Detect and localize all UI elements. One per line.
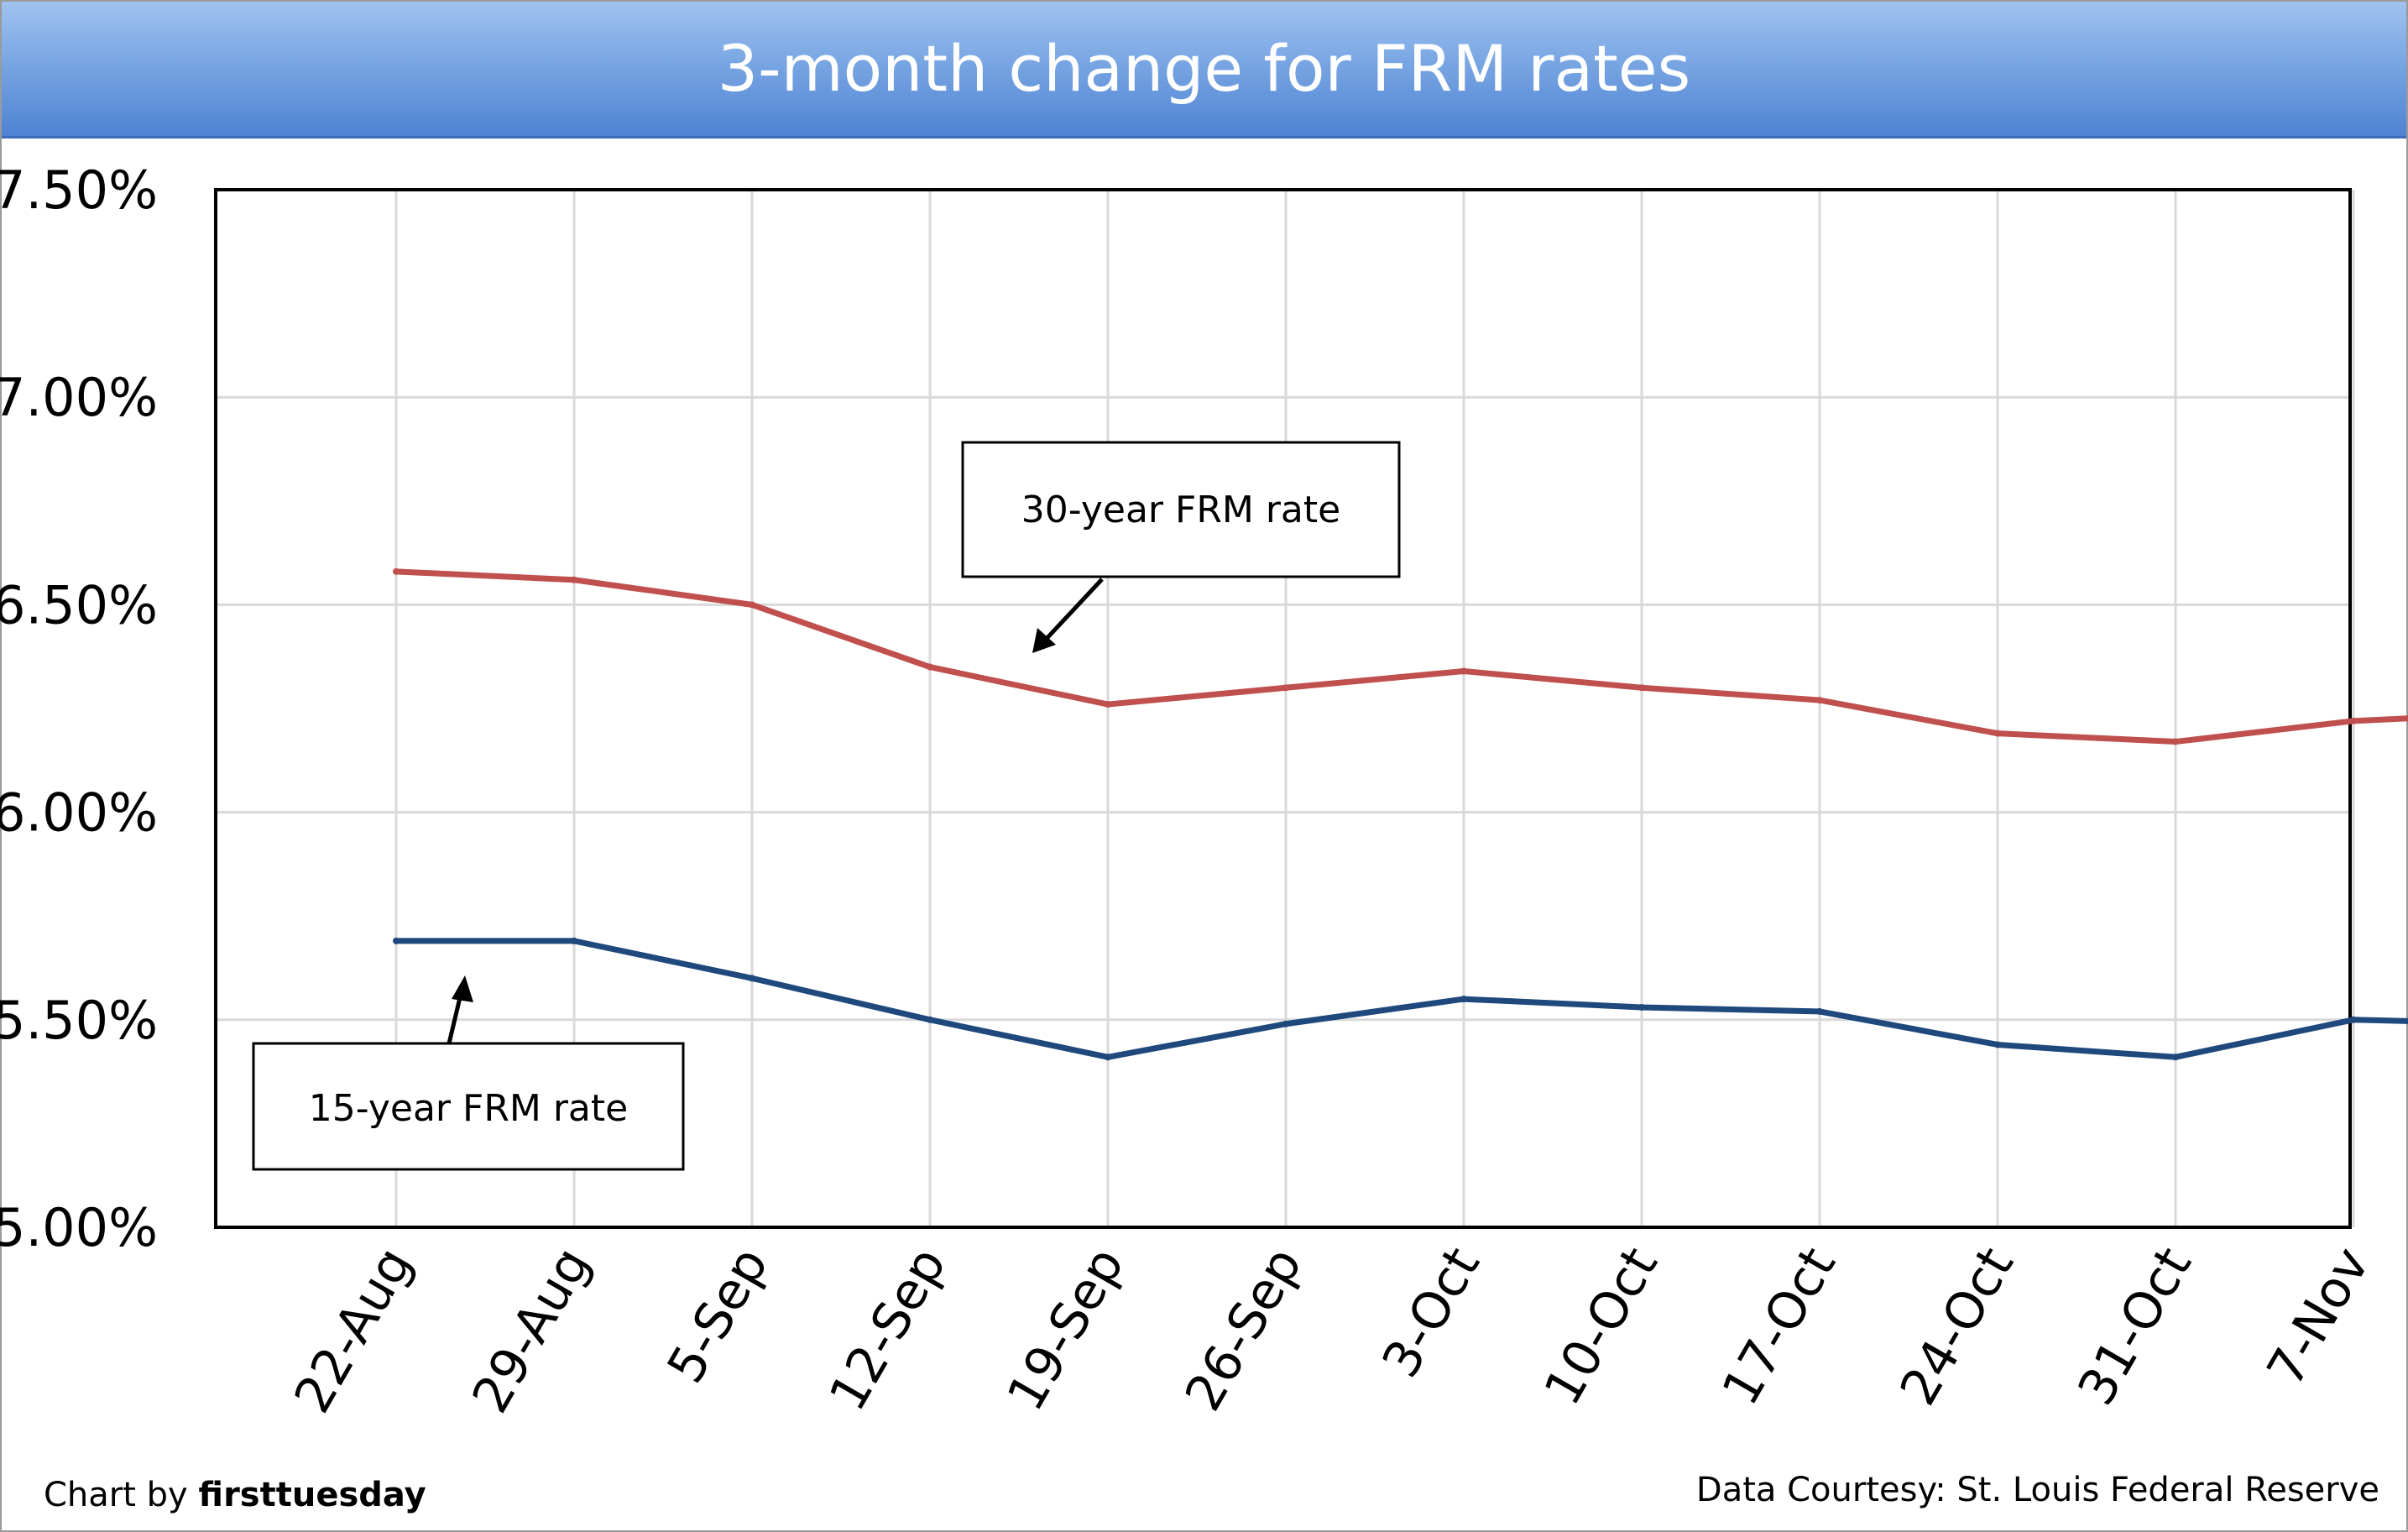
data-point — [2350, 1016, 2357, 1023]
title-bar: 3-month change for FRM rates — [2, 2, 2406, 139]
x-tick-label: 5-Sep — [656, 1238, 780, 1393]
x-tick-label: 22-Aug — [283, 1238, 424, 1423]
data-point — [1816, 697, 1823, 704]
data-point — [1460, 667, 1467, 675]
data-point — [393, 937, 400, 944]
x-tick-label: 10-Oct — [1533, 1238, 1669, 1415]
data-point — [749, 601, 755, 609]
data-point — [1638, 1003, 1645, 1011]
data-point — [2172, 738, 2179, 745]
data-point — [1816, 1007, 1823, 1015]
y-tick-label: 7.50% — [0, 159, 158, 221]
data-point — [2350, 717, 2357, 724]
callout-box-30-year — [961, 441, 1401, 578]
series-line-30-year — [395, 568, 2408, 745]
chart-credit: Chart by firsttuesday — [44, 1476, 426, 1514]
y-axis: 5.00% 5.50% 6.00% 6.50% 7.00% 7.50% — [0, 159, 158, 1258]
x-tick-label: 31-Oct — [2067, 1238, 2203, 1415]
x-tick-label: 29-Aug — [461, 1238, 602, 1423]
data-point — [1460, 996, 1467, 1003]
x-tick-label: 7-Nov — [2256, 1238, 2381, 1396]
y-tick-label: 6.00% — [0, 782, 158, 844]
callout-box-15-year — [252, 1042, 685, 1171]
data-point — [393, 567, 400, 575]
data-point — [571, 576, 577, 583]
arrowhead-30-year — [1032, 628, 1056, 653]
arrowhead-15-year — [452, 975, 473, 1002]
credit-prefix: Chart by — [44, 1476, 199, 1514]
x-tick-label: 26-Sep — [1174, 1238, 1314, 1421]
series-lines — [393, 567, 2408, 1061]
callout-arrow-30-year — [1041, 578, 1104, 645]
x-tick-label: 17-Oct — [1711, 1238, 1847, 1415]
data-point — [1638, 684, 1645, 692]
y-tick-label: 6.50% — [0, 574, 158, 635]
data-point — [1282, 1020, 1289, 1027]
x-tick-label: 19-Sep — [996, 1238, 1136, 1421]
callout-label-30-year: 30-year FRM rate — [1021, 489, 1340, 531]
callout-label-15-year: 15-year FRM rate — [309, 1087, 628, 1130]
x-axis: 22-Aug 29-Aug 5-Sep 12-Sep 19-Sep 26-Sep 3-Oct… — [283, 1238, 2381, 1423]
data-source: Data Courtesy: St. Louis Federal Reserve — [1695, 1471, 2379, 1509]
data-point — [1105, 701, 1111, 708]
data-point — [1282, 684, 1289, 692]
chart-title: 3-month change for FRM rates — [717, 31, 1691, 106]
line-chart: 5.00% 5.50% 6.00% 6.50% 7.00% 7.50% 22-Aug 29-… — [0, 159, 2408, 1423]
y-tick-label: 5.50% — [0, 990, 158, 1051]
annotations: 30-year FRM rate 15-year FRM rate — [252, 441, 1401, 1171]
data-point — [927, 663, 933, 671]
data-point — [571, 937, 577, 944]
y-tick-label: 7.00% — [0, 367, 158, 428]
y-tick-label: 5.00% — [0, 1197, 158, 1258]
series-line-15-year — [396, 938, 2408, 1060]
data-point — [1994, 729, 2001, 737]
data-point — [749, 975, 755, 982]
data-point — [2172, 1054, 2179, 1061]
data-point — [1105, 1054, 1111, 1061]
x-tick-label: 12-Sep — [818, 1238, 958, 1421]
x-tick-label: 24-Oct — [1889, 1238, 2025, 1415]
data-point — [1994, 1041, 2001, 1048]
x-tick-label: 3-Oct — [1371, 1238, 1491, 1388]
plot-area — [214, 188, 2352, 1229]
credit-brand: firsttuesday — [198, 1476, 426, 1514]
data-point — [927, 1016, 933, 1023]
